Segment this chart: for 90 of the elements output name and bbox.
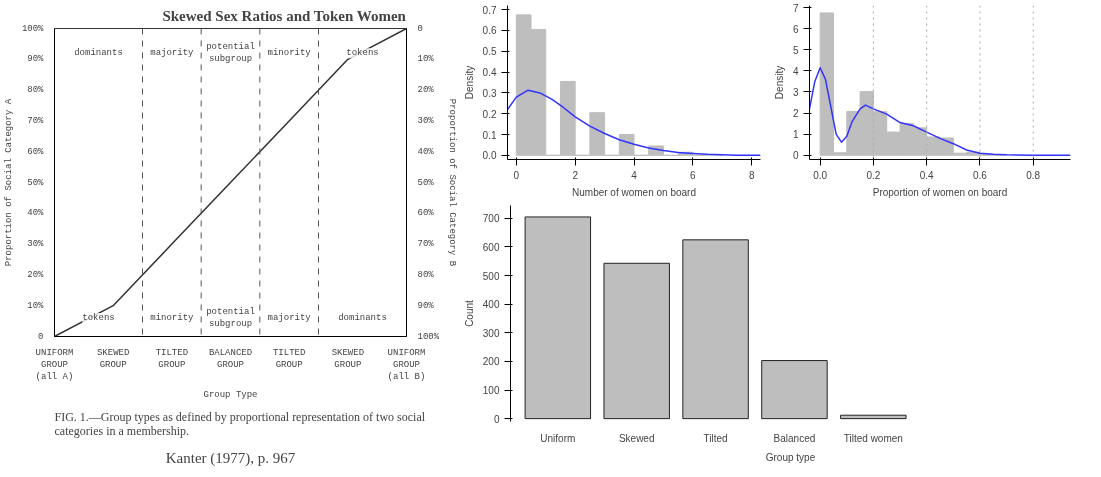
x-tick-label: TILTED GROUP — [155, 347, 189, 370]
y-tick-label: 4 — [792, 65, 799, 77]
y-axis-title: Count — [463, 299, 475, 327]
y-tick-label: 80% — [27, 85, 45, 96]
y-tick-label: 0.5 — [482, 46, 497, 58]
y2-tick-label: 10% — [417, 54, 435, 65]
y-tick-label: 300 — [482, 327, 500, 339]
x-tick-label: 0.8 — [1026, 169, 1041, 181]
y-tick-label: 200 — [482, 356, 500, 368]
x-tick-label: TILTED GROUP — [272, 347, 306, 370]
annotation: potential subgroup — [206, 42, 255, 65]
y2-tick-label: 20% — [417, 85, 435, 96]
y2-tick-label: 100% — [417, 331, 440, 342]
x-tick-label: Uniform — [540, 432, 576, 444]
x-tick-label: Tilted — [703, 432, 728, 444]
x-axis-title: Number of women on board — [572, 186, 696, 198]
annotation: majority — [150, 48, 195, 59]
y-axis-title: Density — [773, 65, 785, 100]
chart-title: Skewed Sex Ratios and Token Women — [162, 7, 407, 24]
y-tick-label: 500 — [482, 270, 500, 282]
x-tick-label: UNIFORM GROUP (all B) — [387, 347, 426, 382]
x-axis-title: Group type — [765, 451, 816, 463]
y2-tick-label: 30% — [417, 115, 435, 126]
x-tick-label: 0.6 — [973, 169, 988, 181]
y2-tick-label: 70% — [417, 239, 435, 250]
y-tick-label: 5 — [792, 44, 799, 56]
annotation: dominants — [74, 48, 123, 59]
y-tick-label: 20% — [27, 269, 45, 280]
x-tick-label: 0 — [513, 169, 520, 181]
y-tick-label: 0 — [792, 150, 799, 162]
x-tick-label: Skewed — [618, 432, 655, 444]
x-tick-label: 0.4 — [919, 169, 935, 181]
annotation: potential subgroup — [206, 307, 255, 330]
x-axis-title: Group Type — [203, 389, 258, 400]
y2-tick-label: 80% — [417, 269, 435, 280]
y-tick-label: 0.1 — [482, 129, 497, 141]
y-tick-label: 1 — [792, 129, 799, 141]
y-tick-label: 90% — [27, 54, 45, 65]
x-tick-label: SKEWED GROUP — [331, 347, 365, 370]
y-tick-label: 0.4 — [482, 67, 497, 79]
y-tick-label: 7 — [792, 2, 799, 14]
y-tick-label: 0.2 — [482, 108, 497, 120]
y2-tick-label: 90% — [417, 300, 435, 311]
x-tick-label: BALANCED GROUP — [208, 347, 253, 370]
text: Kanter (1977), p. 967 — [165, 449, 296, 467]
x-tick-label: 4 — [631, 169, 638, 181]
x-tick-label: 8 — [748, 169, 755, 181]
x-tick-label: Tilted women — [843, 432, 903, 444]
x-axis-title: Proportion of women on board — [872, 186, 1008, 198]
annotation: minority — [150, 313, 195, 324]
x-tick-label: 0.0 — [813, 169, 828, 181]
x-tick-label: 0.2 — [866, 169, 881, 181]
x-tick-label: 6 — [690, 169, 697, 181]
annotation: minority — [267, 48, 312, 59]
y-tick-label: 100% — [21, 23, 45, 34]
y2-axis-title: Proportion of Social Category B — [447, 98, 458, 267]
y-tick-label: 10% — [27, 300, 45, 311]
annotation: majority — [267, 313, 312, 324]
y-tick-label: 0 — [493, 413, 500, 425]
x-tick-label: Balanced — [773, 432, 816, 444]
y-tick-label: 70% — [27, 115, 45, 126]
y2-tick-label: 50% — [417, 177, 435, 188]
y-tick-label: 400 — [482, 299, 500, 311]
annotation: tokens — [346, 48, 379, 59]
y-axis-title: Proportion of Social Category A — [3, 98, 14, 267]
y-tick-label: 6 — [792, 23, 799, 35]
y-tick-label: 0.3 — [482, 87, 497, 99]
y-tick-label: 0.0 — [482, 150, 497, 162]
annotation: tokens — [82, 313, 115, 324]
y-tick-label: 100 — [482, 385, 500, 397]
y-tick-label: 0.7 — [482, 4, 497, 16]
x-tick-label: 2 — [572, 169, 579, 181]
y-tick-label: 0.6 — [482, 25, 497, 37]
y-tick-label: 2 — [792, 108, 799, 120]
y2-tick-label: 60% — [417, 208, 435, 219]
annotation: dominants — [338, 313, 387, 324]
x-tick-label: SKEWED GROUP — [96, 347, 130, 370]
y-axis-title: Density — [463, 65, 475, 100]
y-tick-label: 60% — [27, 146, 45, 157]
y2-tick-label: 0 — [417, 23, 423, 34]
y-tick-label: 40% — [27, 208, 45, 219]
y-tick-label: 0 — [38, 331, 44, 342]
y-tick-label: 50% — [27, 177, 45, 188]
y-tick-label: 600 — [482, 241, 500, 253]
y-tick-label: 30% — [27, 239, 45, 250]
x-tick-label: UNIFORM GROUP (all A) — [35, 347, 74, 382]
y2-tick-label: 40% — [417, 146, 435, 157]
y-tick-label: 700 — [482, 213, 500, 225]
y-tick-label: 3 — [792, 86, 799, 98]
caption: FIG. 1.—Group types as defined by proportional representation of two social categories in a membership. — [54, 409, 426, 438]
